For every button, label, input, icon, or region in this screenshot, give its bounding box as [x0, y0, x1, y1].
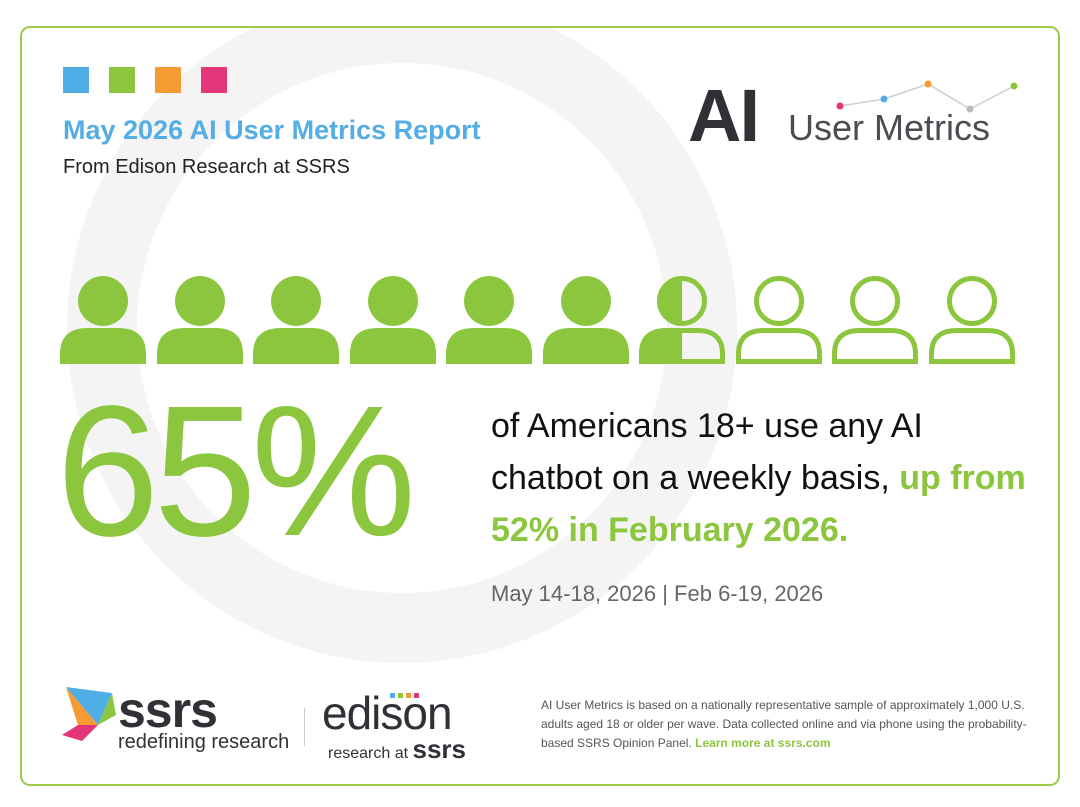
person-icon [446, 276, 532, 364]
ssrs-logo: ssrs redefining research [62, 683, 292, 763]
ssrs-tagline: redefining research [118, 731, 290, 753]
methodology-text: AI User Metrics is based on a nationally… [541, 698, 1027, 750]
edison-tagline-prefix: research at [328, 745, 409, 762]
trend-line-icon [836, 80, 1018, 113]
ssrs-mark-icon [62, 687, 116, 741]
report-card: May 2026 AI User Metrics Report From Edi… [20, 26, 1060, 786]
statistic-statement: of Americans 18+ use any AI chatbot on a… [491, 400, 1031, 556]
edison-dots-icon [390, 693, 419, 698]
person-icon [832, 276, 918, 364]
logo-ai-text: AI [688, 74, 760, 157]
person-icon [156, 276, 243, 364]
color-square [63, 67, 89, 93]
person-icon [639, 276, 725, 364]
ssrs-wordmark: ssrs [118, 682, 218, 738]
statement-highlight: up from 52% in February 2026. [491, 459, 1026, 549]
logo-divider [304, 708, 305, 746]
person-icon [60, 276, 146, 364]
color-squares [63, 67, 227, 93]
edison-tagline-brand: ssrs [412, 734, 467, 764]
person-icon [349, 276, 436, 364]
statement-text: of Americans 18+ use any AI chatbot on a… [491, 407, 923, 497]
person-icon [735, 276, 822, 364]
report-title: May 2026 AI User Metrics Report [63, 115, 481, 145]
methodology-note: AI User Metrics is based on a nationally… [541, 696, 1041, 753]
headline-percentage: 65% [56, 368, 416, 575]
edison-logo: edison research at ssrs [322, 688, 492, 768]
survey-dates: May 14-18, 2026 | Feb 6-19, 2026 [491, 581, 824, 606]
learn-more-link[interactable]: Learn more at ssrs.com [695, 736, 831, 750]
person-icon [253, 276, 339, 364]
color-square [201, 67, 227, 93]
ai-user-metrics-logo: AI User Metrics [688, 76, 1028, 156]
color-square [155, 67, 181, 93]
person-icon [928, 276, 1015, 364]
people-pictogram [58, 272, 1024, 367]
edison-wordmark: edison [322, 687, 453, 739]
person-icon [542, 276, 629, 364]
logo-user-metrics-text: User Metrics [788, 107, 991, 148]
edison-tagline: research at ssrs [328, 734, 466, 765]
color-square [109, 67, 135, 93]
report-subtitle: From Edison Research at SSRS [63, 156, 350, 178]
